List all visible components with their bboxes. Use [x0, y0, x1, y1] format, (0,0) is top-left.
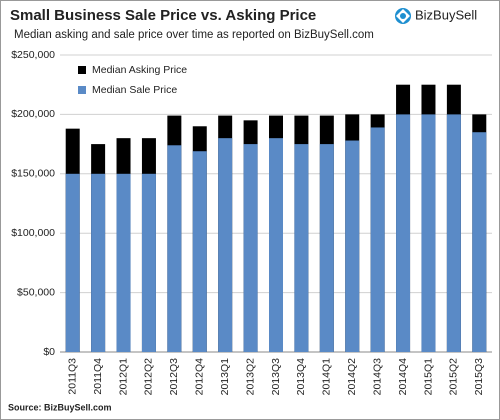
x-tick-label: 2012Q3 [168, 358, 180, 396]
bar [421, 114, 436, 353]
bar [243, 144, 258, 352]
bar [472, 132, 487, 352]
x-tick-label: 2015Q1 [422, 358, 434, 396]
y-tick-label: $0 [43, 346, 55, 358]
bar [141, 173, 156, 352]
legend-swatch [78, 66, 86, 74]
y-tick-label: $100,000 [11, 227, 55, 239]
chart-subtitle: Median asking and sale price over time a… [14, 29, 374, 41]
x-tick-label: 2012Q1 [117, 358, 129, 396]
chart-title: Small Business Sale Price vs. Asking Pri… [10, 7, 316, 24]
bar [116, 173, 131, 352]
x-tick-label: 2011Q4 [92, 358, 104, 395]
x-tick-label: 2014Q3 [371, 358, 383, 396]
logo-text: BizBuySell [415, 7, 477, 22]
bar [91, 173, 106, 352]
bar [446, 114, 461, 353]
legend-label: Median Sale Price [92, 84, 177, 96]
legend-swatch [78, 86, 86, 94]
bar [192, 151, 207, 352]
bar [345, 140, 360, 352]
legend-label: Median Asking Price [92, 64, 187, 76]
bar [218, 138, 233, 352]
bar [269, 138, 283, 352]
bar [167, 145, 182, 352]
x-tick-label: 2011Q3 [66, 358, 78, 395]
x-tick-label: 2013Q1 [219, 358, 231, 396]
y-tick-label: $50,000 [17, 286, 55, 298]
bar [370, 127, 385, 352]
x-tick-label: 2014Q1 [321, 358, 333, 396]
y-tick-label: $200,000 [11, 108, 55, 120]
x-tick-label: 2014Q4 [397, 358, 409, 396]
x-tick-label: 2013Q4 [295, 358, 307, 396]
x-tick-label: 2013Q3 [270, 358, 282, 396]
logo-icon [395, 8, 411, 24]
bar [294, 144, 309, 352]
x-tick-label: 2015Q2 [448, 358, 460, 396]
x-tick-label: 2014Q2 [346, 358, 358, 396]
y-tick-label: $150,000 [11, 168, 55, 180]
bar [396, 114, 411, 353]
x-tick-label: 2015Q3 [473, 358, 485, 396]
x-tick-label: 2012Q2 [143, 358, 155, 396]
x-tick-label: 2012Q4 [194, 358, 206, 396]
bar [319, 144, 334, 352]
y-tick-label: $250,000 [11, 49, 55, 61]
source-note: Source: BizBuySell.com [8, 402, 112, 412]
bar [65, 173, 80, 352]
x-tick-label: 2013Q2 [244, 358, 256, 396]
